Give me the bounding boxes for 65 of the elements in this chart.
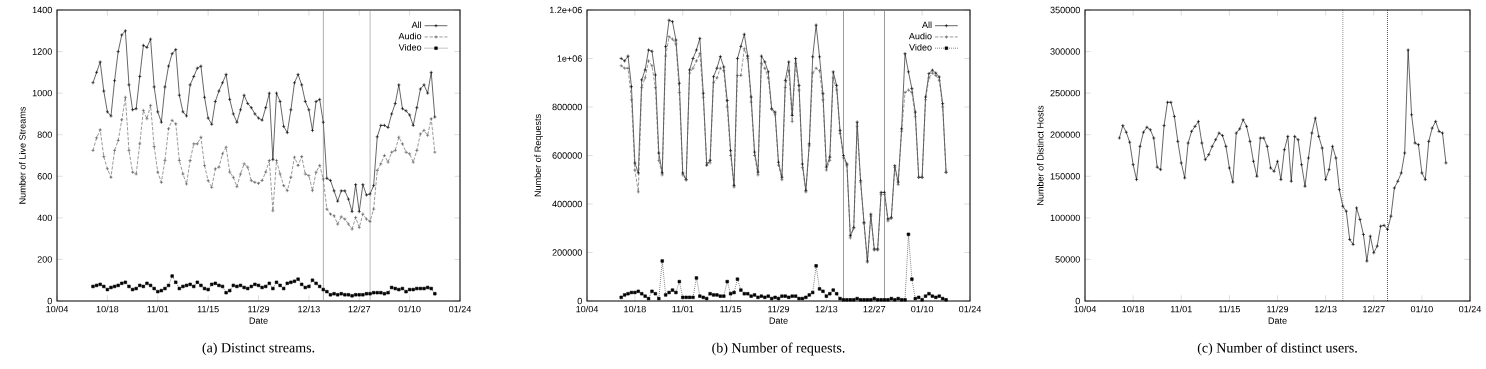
x-axis-title: Date (769, 317, 788, 324)
y-tick-label: 150000 (1050, 173, 1080, 180)
x-tick-label: 11/29 (248, 305, 270, 313)
x-tick-label: 11/29 (1267, 305, 1289, 313)
y-tick-label: 0 (1075, 297, 1080, 305)
text: (b) Number of requests. (712, 342, 845, 356)
y-tick-label: 1400 (32, 6, 52, 14)
x-tick-label: 10/04 (1074, 305, 1097, 313)
y-tick-label: 1000 (32, 89, 52, 97)
y-tick-label: 600000 (552, 152, 582, 159)
x-tick-label: 10/04 (46, 305, 69, 313)
legend-label: All (921, 21, 932, 28)
y-tick-label: 300000 (1050, 48, 1080, 55)
y-axis-title: Number of Distinct Hosts (1036, 105, 1044, 205)
y-axis-title: Number of Requests (534, 114, 543, 197)
y-tick-label: 1200 (32, 48, 52, 55)
x-tick-label: 11/15 (720, 305, 742, 313)
x-tick-label: 10/04 (576, 305, 599, 313)
y-tick-label: 800000 (552, 103, 582, 111)
x-tick-label: 01/24 (959, 305, 982, 313)
x-tick-label: 01/10 (1410, 305, 1433, 313)
y-tick-label: 0 (577, 297, 582, 305)
y-tick-label: 100000 (1050, 214, 1080, 222)
x-tick-label: 01/10 (911, 305, 934, 313)
x-tick-label: 11/15 (1219, 305, 1241, 313)
x-tick-label: 10/18 (624, 305, 646, 313)
x-axis-title: Date (249, 317, 268, 324)
x-tick-label: 10/18 (96, 305, 119, 313)
y-tick-label: 200 (37, 256, 52, 263)
y-tick-label: 350000 (1050, 6, 1080, 14)
x-tick-label: 11/01 (147, 305, 169, 313)
y-tick-label: 0 (47, 297, 52, 305)
text: (a) Distinct streams. (202, 342, 315, 356)
x-tick-label: 11/01 (672, 305, 694, 313)
x-tick-label: 12/27 (348, 305, 371, 313)
x-tick-label: 01/10 (398, 305, 421, 313)
x-tick-label: 12/13 (815, 305, 838, 313)
y-tick-label: 600 (37, 173, 52, 180)
y-tick-label: 1e+06 (557, 55, 582, 62)
x-tick-label: 10/18 (1122, 305, 1145, 313)
y-tick-label: 250000 (1050, 89, 1080, 97)
y-tick-label: 50000 (1055, 256, 1080, 263)
y-tick-label: 200000 (552, 249, 582, 256)
x-tick-label: 11/15 (197, 305, 219, 313)
text: (c) Number of distinct users. (1197, 342, 1357, 356)
x-tick-label: 12/27 (863, 305, 886, 313)
x-tick-label: 12/13 (1314, 305, 1337, 313)
y-tick-label: 200000 (1050, 131, 1080, 138)
legend-label: Video (398, 43, 422, 51)
y-axis-title: Number of Live Streams (18, 106, 26, 204)
legend-label: Video (909, 43, 932, 51)
y-tick-label: 400 (37, 214, 52, 222)
x-tick-label: 01/24 (1459, 305, 1482, 313)
y-tick-label: 800 (37, 131, 52, 138)
x-tick-label: 11/29 (768, 305, 790, 313)
x-tick-label: 12/27 (1363, 305, 1385, 313)
x-axis-title: Date (1268, 317, 1287, 324)
legend-label: Audio (398, 32, 422, 40)
y-tick-label: 1.2e+06 (549, 6, 582, 14)
x-tick-label: 01/24 (449, 305, 472, 313)
legend-label: All (411, 21, 422, 28)
legend-label: Audio (908, 32, 932, 40)
x-tick-label: 11/01 (1170, 305, 1192, 313)
x-tick-label: 12/13 (298, 305, 320, 313)
y-tick-label: 400000 (552, 200, 582, 208)
